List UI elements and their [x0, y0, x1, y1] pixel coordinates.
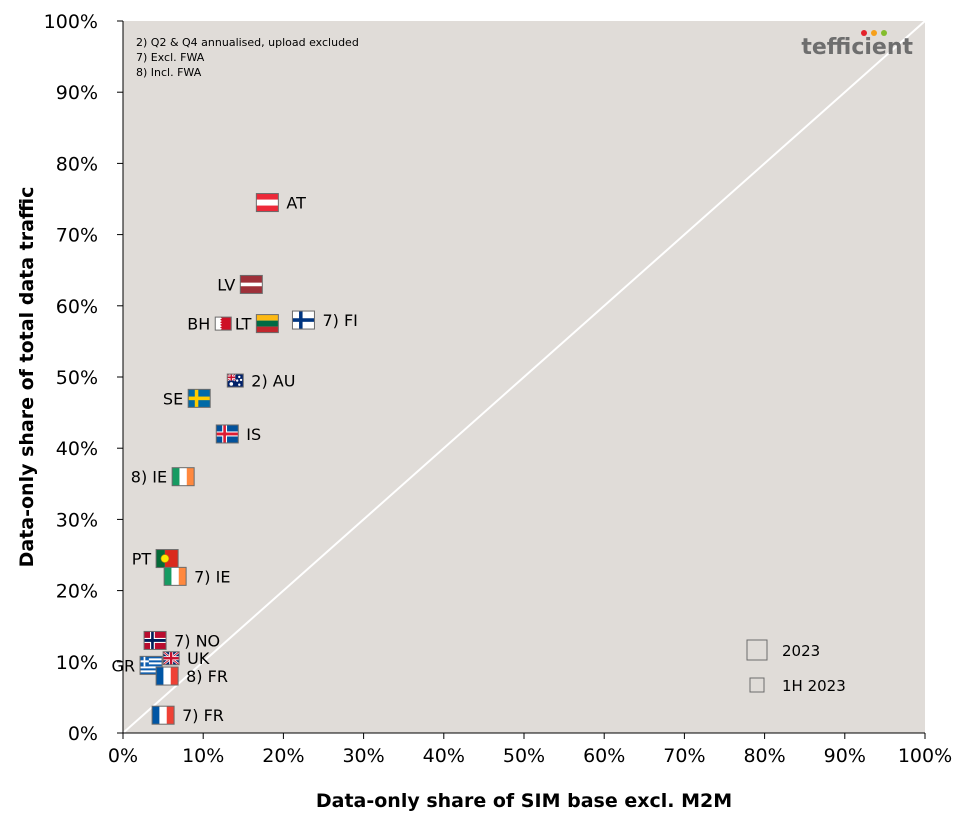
point-label: 2) AU: [251, 372, 295, 391]
flag-au-icon: [226, 373, 244, 388]
x-tick-label: 30%: [342, 745, 384, 767]
legend: 2023 1H 2023: [746, 639, 846, 695]
y-tick-label: 30%: [56, 509, 98, 531]
flag-lt-icon: [255, 314, 279, 334]
y-tick-label: 0%: [68, 723, 98, 745]
point-label: 7) NO: [174, 631, 220, 650]
flag-pt-icon: [155, 549, 179, 569]
data-point: 7) IE: [163, 566, 230, 586]
x-tick-label: 20%: [262, 745, 304, 767]
flag-uk-icon: [162, 650, 180, 666]
flag-se-icon: [187, 388, 211, 408]
flag-ie-icon: [163, 566, 187, 586]
data-point: 2) AU: [226, 372, 295, 391]
flag-no-icon: [143, 630, 167, 650]
y-axis-title: Data-only share of total data traffic: [16, 187, 38, 568]
point-label: GR: [112, 656, 136, 675]
logo-dot-icon: [861, 30, 867, 36]
data-point: 8) IE: [131, 467, 195, 487]
data-point: LT: [235, 314, 279, 334]
flag-ie-icon: [171, 467, 195, 487]
point-label: 7) IE: [194, 567, 230, 586]
x-tick-label: 10%: [182, 745, 224, 767]
point-label: IS: [246, 425, 261, 444]
footnotes: 2) Q2 & Q4 annualised, upload excluded 7)…: [136, 36, 359, 79]
data-point: BH: [187, 315, 232, 334]
y-tick-label: 90%: [56, 82, 98, 104]
footnote-text: 2) Q2 & Q4 annualised, upload excluded: [136, 36, 359, 49]
y-tick-label: 100%: [44, 11, 98, 33]
y-tick-label: 70%: [56, 225, 98, 247]
x-tick-label: 50%: [503, 745, 545, 767]
logo-text: tefficient: [801, 35, 913, 60]
data-point: 7) NO: [143, 630, 220, 650]
flag-lv-icon: [239, 274, 263, 294]
footnote-text: 7) Excl. FWA: [136, 51, 205, 64]
x-tick-label: 0%: [108, 745, 138, 767]
x-axis: 0% 10% 20% 30% 40% 50% 60% 70% 80% 90% 100%: [108, 732, 952, 767]
data-point: SE: [163, 388, 211, 408]
legend-label: 1H 2023: [782, 677, 846, 695]
point-label: LV: [217, 275, 235, 294]
data-point: 7) FI: [291, 310, 358, 330]
data-point: GR: [112, 655, 163, 675]
point-label: UK: [187, 649, 210, 668]
x-tick-label: 40%: [423, 745, 465, 767]
flag-gr-icon: [139, 655, 163, 675]
logo-dot-icon: [871, 30, 877, 36]
data-point: UK: [162, 649, 210, 668]
y-axis: 0% 10% 20% 30% 40% 50% 60% 70% 80% 90% 100%: [44, 11, 124, 745]
logo-dot-icon: [881, 30, 887, 36]
y-tick-label: 10%: [56, 652, 98, 674]
point-label: PT: [132, 550, 152, 569]
flag-at-icon: [255, 193, 279, 213]
data-point: LV: [217, 274, 263, 294]
legend-swatch: [749, 677, 765, 693]
point-label: LT: [235, 315, 252, 334]
y-tick-label: 50%: [56, 367, 98, 389]
flag-fr-icon: [151, 705, 175, 725]
flag-bh-icon: [214, 316, 232, 331]
point-label: BH: [187, 315, 210, 334]
point-label: AT: [286, 194, 306, 213]
point-label: SE: [163, 389, 183, 408]
y-tick-label: 40%: [56, 438, 98, 460]
y-tick-label: 80%: [56, 153, 98, 175]
x-tick-label: 60%: [583, 745, 625, 767]
point-label: 8) FR: [186, 667, 228, 686]
flag-fr-icon: [155, 666, 179, 686]
data-point: 8) FR: [155, 666, 228, 686]
x-tick-label: 100%: [898, 745, 952, 767]
x-tick-label: 70%: [663, 745, 705, 767]
point-label: 8) IE: [131, 468, 167, 487]
x-tick-label: 80%: [743, 745, 785, 767]
flag-fi-icon: [291, 310, 315, 330]
tefficient-logo: tefficient: [801, 30, 913, 60]
data-point: AT: [255, 193, 306, 213]
data-point: 7) FR: [151, 705, 224, 725]
data-points: AT LV 7) FI LT BH 2) AU SE IS 8) IE PT 7) IE 7) NOU…: [112, 193, 358, 725]
flag-is-icon: [215, 424, 239, 444]
data-point: IS: [215, 424, 261, 444]
legend-label: 2023: [782, 642, 820, 660]
diagonal-line: [123, 21, 925, 733]
point-label: 7) FI: [322, 311, 357, 330]
point-label: 7) FR: [182, 706, 224, 725]
x-axis-title: Data-only share of SIM base excl. M2M: [316, 790, 732, 812]
x-tick-label: 90%: [824, 745, 866, 767]
y-tick-label: 20%: [56, 581, 98, 603]
legend-swatch: [746, 639, 768, 661]
footnote-text: 8) Incl. FWA: [136, 66, 202, 79]
y-tick-label: 60%: [56, 296, 98, 318]
